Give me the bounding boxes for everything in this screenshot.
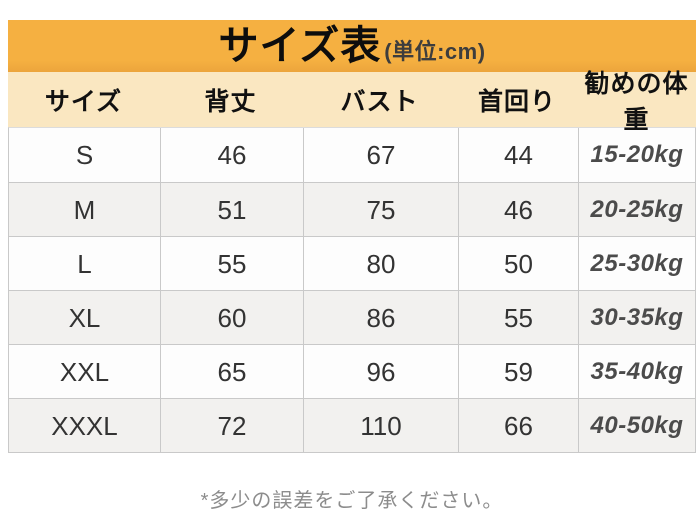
table-row-l: L 55 80 50 25-30kg	[9, 236, 695, 290]
cell-back: 46	[160, 128, 303, 182]
cell-weight: 20-25kg	[578, 183, 695, 236]
column-header-neck: 首回り	[477, 87, 556, 116]
cell-size: L	[77, 249, 92, 279]
cell-bust: 96	[303, 345, 458, 398]
cell-back: 72	[160, 399, 303, 452]
cell-neck: 55	[458, 291, 578, 344]
cell-neck: 59	[458, 345, 578, 398]
cell-weight: 30-35kg	[578, 291, 695, 344]
cell-neck: 44	[458, 128, 578, 182]
table-row-xxl: XXL 65 96 59 35-40kg	[9, 344, 695, 398]
size-chart: サイズ表 (単位:cm) サイズ 背丈 バスト 首回り 勧めの体重 S 46 6…	[8, 20, 696, 513]
column-header-size: サイズ	[44, 87, 123, 116]
table-body: S 46 67 44 15-20kg M 51 75 46 20-25kg L …	[8, 127, 696, 453]
chart-title: サイズ表	[218, 24, 382, 68]
cell-neck: 66	[458, 399, 578, 452]
table-header-row: サイズ 背丈 バスト 首回り 勧めの体重	[8, 70, 696, 134]
table-row-xxxl: XXXL 72 110 66 40-50kg	[9, 398, 695, 452]
cell-weight: 25-30kg	[578, 237, 695, 290]
cell-back: 65	[160, 345, 303, 398]
cell-weight: 40-50kg	[578, 399, 695, 452]
column-header-weight: 勧めの体重	[584, 69, 689, 134]
title-band: サイズ表 (単位:cm)	[8, 20, 696, 72]
cell-neck: 50	[458, 237, 578, 290]
cell-bust: 80	[303, 237, 458, 290]
cell-bust: 86	[303, 291, 458, 344]
cell-size: M	[73, 195, 96, 225]
table-row-m: M 51 75 46 20-25kg	[9, 182, 695, 236]
unit-label: (単位:cm)	[384, 39, 486, 64]
cell-size: XL	[68, 303, 101, 333]
cell-back: 51	[160, 183, 303, 236]
cell-size: XXL	[59, 357, 110, 387]
cell-weight: 35-40kg	[578, 345, 695, 398]
cell-neck: 46	[458, 183, 578, 236]
cell-size: S	[75, 140, 94, 170]
cell-bust: 75	[303, 183, 458, 236]
cell-bust: 67	[303, 128, 458, 182]
column-header-back: 背丈	[204, 87, 257, 116]
table-row-s: S 46 67 44 15-20kg	[9, 128, 695, 182]
cell-weight: 15-20kg	[578, 128, 695, 182]
cell-size: XXXL	[51, 411, 118, 441]
cell-bust: 110	[303, 399, 458, 452]
footer-note: *多少の誤差をご了承ください。	[200, 490, 504, 512]
table-row-xl: XL 60 86 55 30-35kg	[9, 290, 695, 344]
column-header-bust: バスト	[340, 87, 419, 116]
cell-back: 60	[160, 291, 303, 344]
cell-back: 55	[160, 237, 303, 290]
